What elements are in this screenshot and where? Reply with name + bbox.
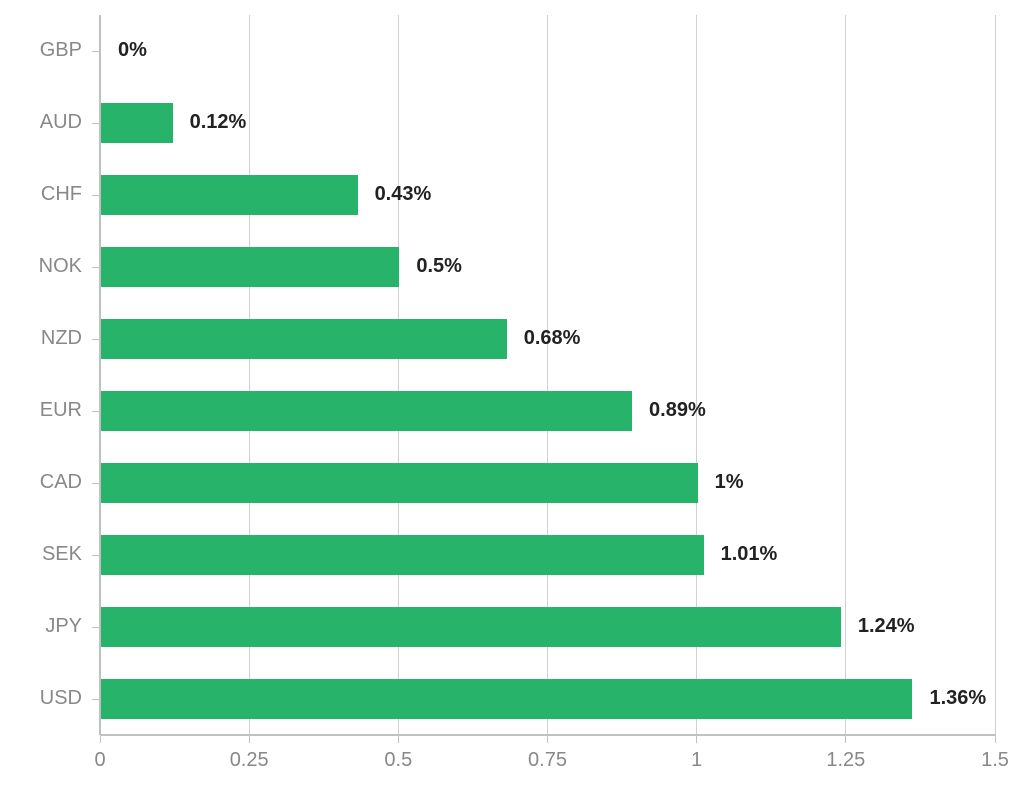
y-tick xyxy=(92,339,100,340)
x-axis-label: 0.75 xyxy=(508,749,588,772)
y-axis-label: NOK xyxy=(39,255,82,278)
bar-value-label: 0.5% xyxy=(416,255,462,278)
bar-value-label: 0.43% xyxy=(375,183,432,206)
bar xyxy=(101,247,399,287)
bar-value-label: 0.89% xyxy=(649,399,706,422)
x-axis-label: 0.5 xyxy=(358,749,438,772)
bar xyxy=(101,391,632,431)
bar xyxy=(101,103,173,143)
bar xyxy=(101,679,912,719)
y-tick xyxy=(92,51,100,52)
plot-area: 00.250.50.7511.251.5GBP0%AUD0.12%CHF0.43… xyxy=(100,15,995,735)
y-tick xyxy=(92,123,100,124)
x-tick xyxy=(100,735,101,743)
bar xyxy=(101,607,841,647)
x-axis-line xyxy=(100,734,995,736)
y-tick xyxy=(92,699,100,700)
bar xyxy=(101,175,358,215)
y-axis-label: AUD xyxy=(40,111,82,134)
bar-value-label: 0.68% xyxy=(524,327,581,350)
y-axis-label: CAD xyxy=(40,471,82,494)
x-tick xyxy=(249,735,250,743)
bar-value-label: 1.36% xyxy=(929,687,986,710)
bar-value-label: 1.24% xyxy=(858,615,915,638)
bar-value-label: 1.01% xyxy=(721,543,778,566)
y-axis-label: EUR xyxy=(40,399,82,422)
y-axis-label: NZD xyxy=(41,327,82,350)
x-tick xyxy=(845,735,846,743)
x-axis-label: 0.25 xyxy=(209,749,289,772)
bar-value-label: 0.12% xyxy=(190,111,247,134)
x-axis-label: 1 xyxy=(657,749,737,772)
y-tick xyxy=(92,627,100,628)
x-tick xyxy=(547,735,548,743)
bar xyxy=(101,535,704,575)
gridline-vertical xyxy=(995,15,996,735)
y-axis-label: SEK xyxy=(42,543,82,566)
x-tick xyxy=(995,735,996,743)
y-axis-label: CHF xyxy=(41,183,82,206)
gridline-vertical xyxy=(845,15,846,735)
y-axis-label: USD xyxy=(40,687,82,710)
x-axis-label: 0 xyxy=(60,749,140,772)
x-tick xyxy=(696,735,697,743)
bar xyxy=(101,463,698,503)
bar-value-label: 1% xyxy=(715,471,744,494)
y-tick xyxy=(92,411,100,412)
y-axis-label: JPY xyxy=(45,615,82,638)
bar-value-label: 0% xyxy=(118,39,147,62)
bar xyxy=(101,319,507,359)
x-tick xyxy=(398,735,399,743)
y-tick xyxy=(92,195,100,196)
y-tick xyxy=(92,483,100,484)
y-axis-label: GBP xyxy=(40,39,82,62)
y-tick xyxy=(92,267,100,268)
chart-container: 0 0.25 0.5 0.75 1 1.25 1.5 GBP 0% AUD 0.12% CHF 0.43… xyxy=(0,0,1010,794)
y-tick xyxy=(92,555,100,556)
x-axis-label: 1.25 xyxy=(806,749,886,772)
x-axis-label: 1.5 xyxy=(955,749,1010,772)
